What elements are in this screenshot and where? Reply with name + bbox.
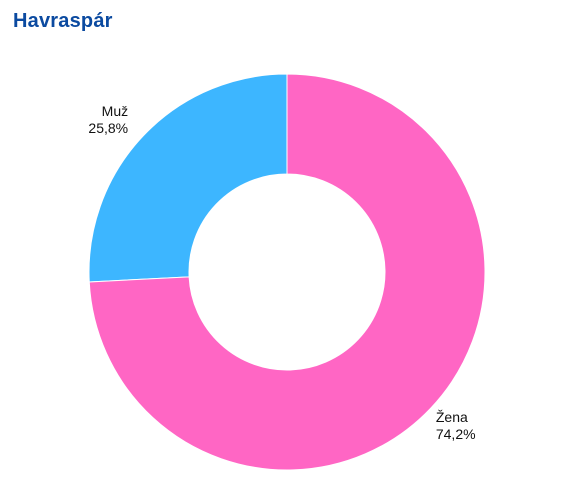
slice-2 xyxy=(88,73,486,471)
slice-2-value-label: 74,2% xyxy=(436,426,476,442)
slice-1 xyxy=(88,73,288,283)
slice-1-name-label: Muž xyxy=(102,103,128,119)
slice-1-value-label: 25,8% xyxy=(88,120,128,136)
donut-slices xyxy=(88,73,486,471)
slice-2-name-label: Žena xyxy=(436,409,468,425)
chart-title: Havraspár xyxy=(13,10,113,32)
